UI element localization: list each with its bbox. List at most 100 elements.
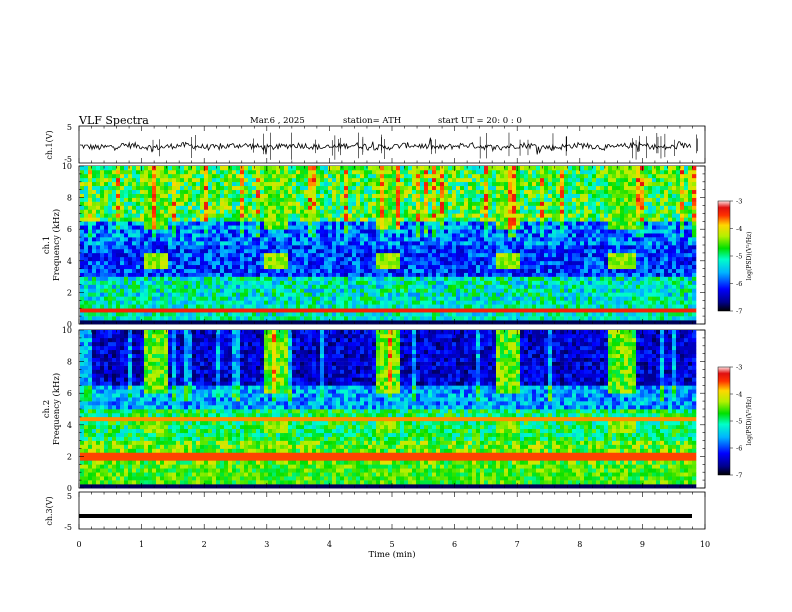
- spectrogram-cell: [540, 296, 545, 301]
- spectrogram-cell: [268, 316, 273, 321]
- spectrogram-cell: [260, 252, 265, 258]
- spectrogram-cell: [400, 181, 405, 187]
- spectrogram-cell: [276, 221, 281, 226]
- spectrogram-cell: [512, 185, 517, 191]
- spectrogram-cell: [404, 225, 409, 230]
- spectrogram-cell: [488, 221, 493, 226]
- spectrogram-cell: [456, 288, 461, 293]
- spectrogram-cell: [340, 276, 345, 281]
- spectrogram-cell: [388, 292, 393, 297]
- spectrogram-cell: [468, 201, 473, 206]
- spectrogram-cell: [432, 248, 437, 254]
- spectrogram-cell: [532, 296, 537, 301]
- spectrogram-cell: [468, 316, 473, 321]
- spectrogram-cell: [296, 169, 301, 175]
- spectrogram-cell: [216, 237, 221, 242]
- spectrogram-cell: [124, 256, 129, 262]
- spectrogram-cell: [324, 197, 329, 202]
- spectrogram-cell: [560, 248, 565, 254]
- spectrogram-cell: [256, 320, 261, 325]
- spectrogram-cell: [452, 209, 457, 214]
- spectrogram-cell: [296, 201, 301, 206]
- spectrogram-cell: [288, 169, 293, 175]
- spectrogram-cell: [332, 189, 337, 194]
- spectrogram-cell: [140, 185, 145, 191]
- spectrogram-cell: [348, 252, 353, 258]
- spectrogram-cell: [536, 189, 541, 194]
- spectrogram-cell: [460, 217, 465, 222]
- spectrogram-cell: [160, 221, 165, 226]
- spectrogram-cell: [272, 252, 277, 258]
- spectrogram-cell: [372, 209, 377, 214]
- spectrogram-cell: [392, 252, 397, 258]
- spectrogram-cell: [240, 312, 245, 317]
- spectrogram-cell: [268, 217, 273, 222]
- spectrogram-cell: [156, 166, 161, 171]
- spectrogram-cell: [228, 241, 233, 246]
- spectrogram-cell: [488, 177, 493, 183]
- spectrogram-cell: [508, 197, 513, 202]
- spectrogram-cell: [132, 248, 137, 254]
- spectrogram-cell: [472, 276, 477, 281]
- spectrogram-cell: [512, 296, 517, 301]
- spectrogram-cell: [136, 248, 141, 254]
- spectrogram-cell: [376, 166, 381, 171]
- spectrogram-cell: [472, 197, 477, 202]
- spectrogram-cell: [104, 304, 109, 309]
- spectrogram-cell: [224, 272, 229, 277]
- spectrogram-cell: [220, 193, 225, 198]
- spectrogram-cell: [296, 166, 301, 171]
- spectrogram-cell: [180, 217, 185, 222]
- spectrogram-cell: [148, 252, 153, 258]
- spectrogram-cell: [524, 296, 529, 301]
- spectrogram-cell: [324, 181, 329, 187]
- spectrogram-cell: [120, 320, 125, 325]
- spectrogram-cell: [368, 312, 373, 317]
- spectrogram-cell: [380, 209, 385, 214]
- spectrogram-cell: [228, 213, 233, 218]
- spectrogram-cell: [116, 225, 121, 230]
- spectrogram-cell: [440, 241, 445, 246]
- spectrogram-cell: [552, 205, 557, 210]
- spectrogram-cell: [532, 173, 537, 179]
- spectrogram-cell: [556, 304, 561, 309]
- spectrogram-cell: [512, 284, 517, 289]
- spectrogram-cell: [100, 237, 105, 242]
- spectrogram-cell: [396, 225, 401, 230]
- spectrogram-cell: [120, 166, 125, 171]
- spectrogram-cell: [404, 316, 409, 321]
- spectrogram-cell: [504, 300, 509, 305]
- spectrogram-cell: [488, 189, 493, 194]
- spectrogram-cell: [440, 260, 445, 266]
- spectrogram-cell: [292, 185, 297, 191]
- spectrogram-cell: [152, 280, 157, 285]
- spectrogram-cell: [232, 296, 237, 301]
- spectrogram-cell: [172, 296, 177, 301]
- spectrogram-cell: [220, 316, 225, 321]
- spectrogram-cell: [224, 189, 229, 194]
- spectrogram-cell: [460, 169, 465, 175]
- spectrogram-cell: [320, 308, 325, 313]
- spectrogram-cell: [100, 201, 105, 206]
- spectrogram-cell: [316, 197, 321, 202]
- spectrogram-cell: [252, 264, 257, 270]
- spectrogram-cell: [508, 304, 513, 309]
- spectrogram-cell: [304, 237, 309, 242]
- spectrogram-cell: [484, 308, 489, 313]
- spectrogram-cell: [196, 173, 201, 179]
- spectrogram-cell: [336, 221, 341, 226]
- spectrogram-cell: [100, 320, 105, 325]
- spectrogram-cell: [472, 185, 477, 191]
- spectrogram-cell: [244, 177, 249, 183]
- spectrogram-cell: [480, 320, 485, 325]
- spectrogram-cell: [416, 256, 421, 262]
- spectrogram-cell: [152, 296, 157, 301]
- spectrogram-cell: [172, 205, 177, 210]
- spectrogram-cell: [308, 280, 313, 285]
- spectrogram-cell: [448, 304, 453, 309]
- spectrogram-cell: [356, 209, 361, 214]
- spectrogram-cell: [84, 300, 89, 305]
- spectrogram-cell: [432, 169, 437, 175]
- spectrogram-cell: [100, 209, 105, 214]
- spectrogram-cell: [252, 237, 257, 242]
